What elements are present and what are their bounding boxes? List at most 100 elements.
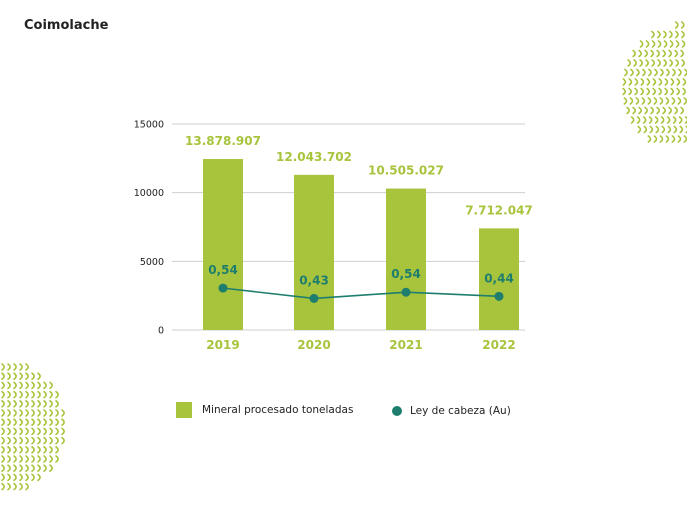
chevron-mark (657, 30, 661, 39)
chevron-mark (651, 40, 656, 48)
chevron-mark (49, 400, 53, 408)
chevron-mark (658, 87, 662, 96)
chevron-mark (668, 49, 672, 58)
chevron-mark (13, 455, 17, 463)
chevron-mark (25, 427, 29, 436)
chevron-mark (37, 418, 41, 426)
chevron-mark (639, 59, 643, 67)
chevron-mark (678, 116, 683, 124)
chevron-mark (675, 40, 680, 48)
chevron-mark (37, 473, 41, 482)
chevron-mark (49, 446, 53, 454)
chevron-mark (61, 427, 65, 436)
ley-point-2020 (309, 293, 319, 303)
chevron-mark (684, 68, 687, 77)
legend-item-ley: Ley de cabeza (Au) (392, 405, 511, 417)
chevron-mark (622, 87, 626, 96)
ley-point-2019 (218, 283, 228, 293)
chevron-mark (671, 135, 676, 143)
chevron-mark (7, 436, 11, 445)
chevron-mark (1, 464, 5, 472)
chevron-mark (657, 59, 661, 67)
chevron-mark (663, 30, 667, 39)
chevron-mark (638, 106, 642, 115)
chevron-mark (37, 400, 41, 408)
chevron-mark (662, 49, 666, 58)
chevron-mark (658, 78, 663, 86)
chevron-mark (13, 409, 17, 417)
chevron-mark (55, 436, 59, 445)
chevron-mark (664, 78, 669, 86)
chevron-mark (628, 87, 632, 96)
chevron-mark (664, 87, 668, 96)
chevron-mark (646, 87, 650, 96)
chevron-mark (13, 363, 17, 371)
chevron-mark (653, 135, 658, 143)
chevron-mark (25, 363, 29, 371)
bar-2022 (479, 228, 519, 330)
chevron-mark (672, 68, 676, 77)
chevron-mark (674, 106, 678, 115)
chevron-mark (43, 390, 47, 399)
chevron-mark (632, 49, 636, 58)
chevron-mark (7, 390, 11, 399)
chevron-mark (683, 97, 687, 105)
chevron-mark (19, 427, 23, 436)
chevron-mark (670, 78, 675, 86)
chevron-mark (680, 21, 685, 29)
chevron-mark (651, 30, 655, 39)
chevron-mark (645, 59, 649, 67)
chevron-mark (19, 473, 23, 482)
chevron-mark (31, 464, 35, 472)
chevron-mark (630, 68, 634, 77)
chevron-mark (674, 49, 678, 58)
chevron-mark (1, 482, 5, 491)
chevron-mark (670, 87, 674, 96)
chevron-mark (19, 372, 23, 380)
chevron-mark (13, 390, 17, 399)
chevron-mark (25, 446, 29, 454)
chevron-mark (669, 59, 673, 67)
page-title: Coimolache (24, 18, 109, 33)
chevron-mark (7, 427, 11, 436)
chevron-mark (61, 418, 65, 426)
chevron-mark (644, 49, 648, 58)
chevron-mark (31, 372, 35, 380)
chevron-mark (671, 97, 676, 105)
legend-swatch-dot (392, 406, 402, 416)
chevron-mark (7, 464, 11, 472)
chevron-mark (630, 116, 635, 124)
chevron-mark (13, 418, 17, 426)
chevron-mark (7, 455, 11, 463)
bar-value-label-2020: 12.043.702 (276, 150, 352, 164)
chevron-mark (633, 59, 637, 67)
chevron-mark (663, 40, 668, 48)
chevron-mark (31, 409, 35, 417)
chevron-mark (680, 49, 684, 58)
chevron-mark (37, 446, 41, 454)
chevron-mark (643, 125, 648, 134)
chevron-mark (55, 390, 59, 399)
chevron-mark (37, 427, 41, 436)
chevron-mark (647, 97, 652, 105)
y-tick-label-2: 10000 (134, 188, 164, 199)
chevron-mark (668, 106, 672, 115)
chevron-mark (49, 418, 53, 426)
chevron-mark (49, 409, 53, 417)
chevron-mark (25, 390, 29, 399)
chevron-mark (666, 68, 670, 77)
chevron-mark (675, 59, 679, 67)
chevron-mark (25, 381, 29, 390)
chevron-mark (7, 473, 11, 482)
ley-line (222, 287, 500, 300)
chevron-mark (31, 418, 35, 426)
chevron-mark (1, 455, 5, 463)
chevron-mark (650, 106, 654, 115)
ley-point-2021 (401, 287, 411, 297)
bar-value-label-2021: 10.505.027 (368, 164, 444, 178)
bar-2021 (386, 188, 426, 330)
chevron-mark (55, 418, 59, 426)
chevron-mark (13, 473, 17, 482)
bar-2020 (294, 174, 334, 330)
